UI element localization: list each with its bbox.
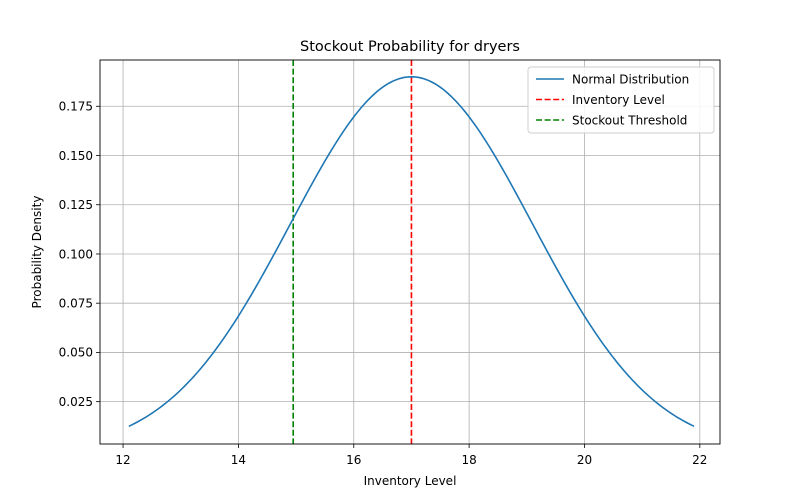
- x-tick-label: 22: [692, 453, 707, 467]
- x-axis-ticks: 12 14 16 18 20 22: [115, 444, 707, 467]
- x-tick-label: 14: [231, 453, 246, 467]
- legend-label-stockout-threshold: Stockout Threshold: [572, 113, 687, 127]
- legend-label-inventory-level: Inventory Level: [572, 93, 665, 107]
- chart-title: Stockout Probability for dryers: [300, 39, 520, 55]
- plot-frame: [99, 59, 721, 445]
- y-axis-ticks: 0.025 0.050 0.075 0.100 0.125 0.150 0.175: [59, 100, 100, 409]
- y-tick-label: 0.050: [59, 346, 93, 360]
- vertical-lines: [292, 60, 413, 444]
- x-tick-label: 16: [346, 453, 361, 467]
- legend-box: [527, 66, 715, 134]
- legend: Normal Distribution Inventory Level Stocko…: [527, 66, 715, 134]
- y-tick-label: 0.075: [59, 297, 93, 311]
- y-tick-label: 0.025: [59, 395, 93, 409]
- y-tick-label: 0.175: [59, 100, 93, 114]
- legend-label-normal-distribution: Normal Distribution: [572, 72, 689, 86]
- series-layer: [128, 75, 695, 428]
- normal-distribution-line: [128, 75, 695, 428]
- y-tick-label: 0.150: [59, 149, 93, 163]
- y-tick-label: 0.100: [59, 247, 93, 261]
- x-axis-label: Inventory Level: [364, 474, 457, 488]
- y-tick-label: 0.125: [59, 198, 93, 212]
- x-tick-label: 18: [461, 453, 476, 467]
- x-tick-label: 20: [577, 453, 592, 467]
- x-tick-label: 12: [115, 453, 130, 467]
- y-axis-label: Probability Density: [30, 196, 44, 309]
